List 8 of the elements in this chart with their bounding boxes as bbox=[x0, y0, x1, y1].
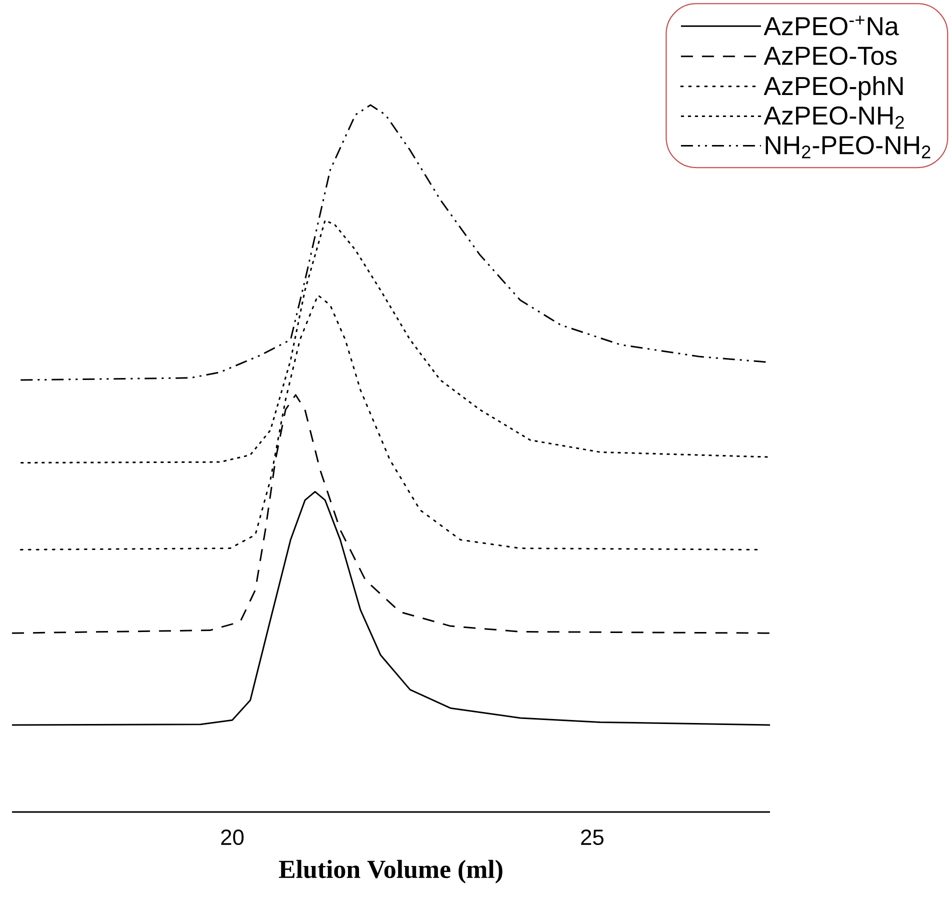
legend-label: AzPEO-Tos bbox=[764, 46, 897, 65]
x-tick-label: 20 bbox=[221, 830, 244, 846]
legend-label: AzPEO-phN bbox=[764, 76, 903, 100]
x-axis-title: Elution Volume (ml) bbox=[278, 860, 502, 884]
legend-label: AzPEO$^{-+}$Na bbox=[764, 16, 899, 36]
legend-label: NH$_{2}$-PEO-NH$_{2}$ bbox=[766, 136, 930, 158]
legend-label: AzPEO-NH$_{2}$ bbox=[764, 106, 904, 129]
x-tick-label: 25 bbox=[581, 830, 604, 846]
